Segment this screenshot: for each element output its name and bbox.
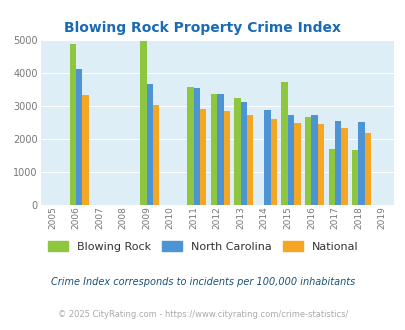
Bar <box>317 124 323 205</box>
Bar <box>311 115 317 205</box>
Bar <box>351 150 358 205</box>
Text: © 2025 CityRating.com - https://www.cityrating.com/crime-statistics/: © 2025 CityRating.com - https://www.city… <box>58 310 347 319</box>
Bar <box>210 94 217 205</box>
Bar <box>341 128 347 205</box>
Bar <box>240 102 247 205</box>
Text: Crime Index corresponds to incidents per 100,000 inhabitants: Crime Index corresponds to incidents per… <box>51 278 354 287</box>
Bar <box>247 115 253 205</box>
Bar <box>264 110 270 205</box>
Bar <box>328 148 334 205</box>
Bar <box>294 123 300 205</box>
Legend: Blowing Rock, North Carolina, National: Blowing Rock, North Carolina, National <box>43 237 362 256</box>
Bar <box>82 95 88 205</box>
Bar <box>187 87 193 205</box>
Bar <box>217 94 223 205</box>
Bar <box>69 44 76 205</box>
Bar <box>234 98 240 205</box>
Bar <box>270 119 276 205</box>
Bar <box>76 69 82 205</box>
Bar <box>287 115 294 205</box>
Bar <box>358 122 364 205</box>
Bar <box>364 133 370 205</box>
Bar <box>223 111 229 205</box>
Bar <box>281 82 287 205</box>
Bar <box>140 41 146 205</box>
Bar <box>193 88 200 205</box>
Bar <box>146 84 153 205</box>
Bar <box>304 117 311 205</box>
Text: Blowing Rock Property Crime Index: Blowing Rock Property Crime Index <box>64 21 341 35</box>
Bar <box>334 121 341 205</box>
Bar <box>153 105 159 205</box>
Bar <box>200 109 206 205</box>
